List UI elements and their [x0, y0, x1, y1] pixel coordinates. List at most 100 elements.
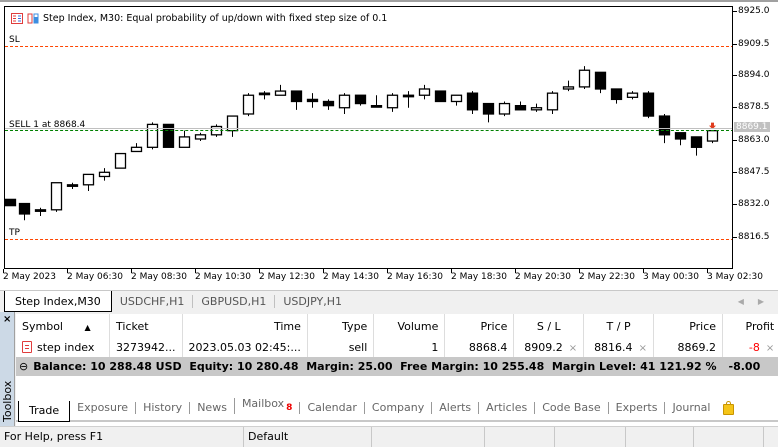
tab-journal[interactable]: Journal: [664, 402, 717, 414]
sort-asc-icon: ▲: [84, 322, 91, 332]
tab-calendar[interactable]: Calendar: [299, 402, 363, 414]
chart-title-text: Step Index, M30: Equal probability of up…: [43, 13, 388, 24]
trade-table: Symbol ▲ Ticket Time Type Volume Price S…: [16, 314, 778, 376]
chart-tabs-bar: Step Index,M30 USDCHF,H1 GBPUSD,H1 USDJP…: [0, 290, 778, 312]
time-tick: 3 May 02:30: [707, 269, 763, 282]
col-symbol[interactable]: Symbol ▲: [16, 314, 111, 338]
cell-tp[interactable]: 8816.4: [594, 341, 633, 354]
remove-tp-icon[interactable]: ×: [638, 343, 647, 354]
time-tick: 2 May 06:30: [67, 269, 123, 282]
time-tick: 2 May 16:30: [387, 269, 443, 282]
indicator-list-icon[interactable]: [11, 13, 23, 24]
col-tp[interactable]: T / P: [583, 314, 654, 338]
col-time[interactable]: Time: [182, 314, 308, 338]
tab-news[interactable]: News: [189, 402, 234, 414]
cell-sl[interactable]: 8909.2: [524, 341, 563, 354]
price-tick: 8894.0: [733, 70, 770, 80]
order-label: SELL 1 at 8868.4: [9, 120, 86, 130]
status-cell: [626, 426, 694, 447]
time-tick: 3 May 00:30: [643, 269, 699, 282]
tab-articles[interactable]: Articles: [478, 402, 534, 414]
stop-loss-line[interactable]: [5, 46, 732, 47]
status-cell: [694, 426, 764, 447]
status-help: For Help, press F1: [0, 426, 244, 447]
cell-type: sell: [307, 338, 375, 357]
mailbox-badge: 8: [286, 403, 293, 413]
current-price-label: 8869.1: [734, 122, 770, 132]
market-bag-icon[interactable]: [723, 401, 735, 415]
chart-tab-usdchf[interactable]: USDCHF,H1: [112, 295, 194, 308]
time-tick: 2 May 22:30: [579, 269, 635, 282]
take-profit-line[interactable]: [5, 239, 732, 240]
tab-history[interactable]: History: [135, 402, 189, 414]
cell-time: 2023.05.03 02:45:...: [182, 338, 308, 357]
scroll-left-icon[interactable]: ◀: [737, 297, 744, 306]
time-tick: 2 May 14:30: [323, 269, 379, 282]
chart-tab-usdjpy[interactable]: USDJPY,H1: [283, 295, 342, 308]
cell-volume: 1: [373, 338, 446, 357]
tab-code-base[interactable]: Code Base: [534, 402, 607, 414]
price-tick: 8863.0: [733, 135, 770, 145]
cell-open-price: 8868.4: [444, 338, 515, 357]
status-cell: [485, 426, 555, 447]
cell-symbol: step index: [37, 341, 95, 354]
time-tick: 2 May 20:30: [515, 269, 571, 282]
order-open-line[interactable]: [5, 130, 732, 131]
status-profile[interactable]: Default: [244, 426, 372, 447]
table-header: Symbol ▲ Ticket Time Type Volume Price S…: [16, 314, 778, 338]
table-row[interactable]: step index 3273942... 2023.05.03 02:45:.…: [16, 338, 778, 357]
tab-mailbox[interactable]: Mailbox 8: [233, 398, 300, 414]
time-tick: 2 May 18:30: [451, 269, 507, 282]
cell-ticket: 3273942...: [109, 338, 183, 357]
price-tick: 8847.5: [733, 167, 770, 177]
price-tick: 8832.0: [733, 199, 770, 209]
chart-tab-step-index[interactable]: Step Index,M30: [4, 291, 112, 312]
collapse-icon[interactable]: ⊖: [19, 360, 29, 373]
chart-window[interactable]: Step Index, M30: Equal probability of up…: [0, 0, 778, 290]
trade-arrow-icon: [709, 122, 716, 130]
tab-exposure[interactable]: Exposure: [77, 401, 129, 414]
col-price[interactable]: Price: [653, 314, 724, 338]
price-tick: 8925.0: [733, 6, 770, 16]
price-tick: 8816.5: [733, 232, 770, 242]
one-click-trading-icon[interactable]: [27, 13, 39, 24]
summary-row[interactable]: ⊖ Balance: 10 288.48 USD Equity: 10 280.4…: [16, 357, 778, 376]
col-ticket[interactable]: Ticket: [109, 314, 183, 338]
col-type[interactable]: Type: [307, 314, 375, 338]
status-bar: For Help, press F1 Default: [0, 426, 778, 447]
terminal-tabs: Trade Exposure History News Mailbox 8 Cal…: [16, 398, 778, 422]
tab-experts[interactable]: Experts: [607, 402, 665, 414]
cell-profit: -8: [748, 341, 760, 354]
status-cell: [555, 426, 626, 447]
price-axis[interactable]: 8925.0 8909.5 8894.0 8878.5 8869.1 8863.…: [733, 6, 778, 269]
tab-trade[interactable]: Trade: [18, 401, 71, 422]
tp-label: TP: [9, 228, 20, 238]
bid-price-line: [5, 128, 732, 129]
sl-label: SL: [9, 35, 20, 45]
time-tick: 2 May 08:30: [131, 269, 187, 282]
chart-plot-area[interactable]: Step Index, M30: Equal probability of up…: [4, 6, 733, 269]
time-tick: 2 May 12:30: [259, 269, 315, 282]
chart-tab-gbpusd[interactable]: GBPUSD,H1: [193, 295, 276, 308]
toolbox-sidebar[interactable]: × Toolbox: [0, 312, 15, 426]
time-axis[interactable]: 2 May 2023 2 May 06:30 2 May 08:30 2 May…: [0, 269, 763, 289]
col-sl[interactable]: S / L: [513, 314, 585, 338]
sell-order-icon: [22, 341, 32, 353]
close-position-icon[interactable]: ×: [765, 343, 775, 354]
time-tick: 2 May 10:30: [195, 269, 251, 282]
close-icon[interactable]: ×: [3, 314, 12, 325]
col-profit[interactable]: Profit: [745, 319, 775, 333]
time-tick: 2 May 2023: [3, 269, 56, 282]
cell-price: 8869.2: [653, 338, 724, 357]
tab-company[interactable]: Company: [363, 402, 431, 414]
col-open-price[interactable]: Price: [444, 314, 515, 338]
col-volume[interactable]: Volume: [373, 314, 446, 338]
scroll-right-icon[interactable]: ▶: [757, 297, 764, 306]
status-cell: [372, 426, 485, 447]
tab-alerts[interactable]: Alerts: [431, 402, 478, 414]
price-tick: 8909.5: [733, 39, 770, 49]
total-profit: -8.00: [722, 357, 778, 376]
remove-sl-icon[interactable]: ×: [568, 343, 578, 354]
account-summary: Balance: 10 288.48 USD Equity: 10 280.48…: [33, 360, 717, 373]
toolbox-label: Toolbox: [1, 380, 14, 422]
